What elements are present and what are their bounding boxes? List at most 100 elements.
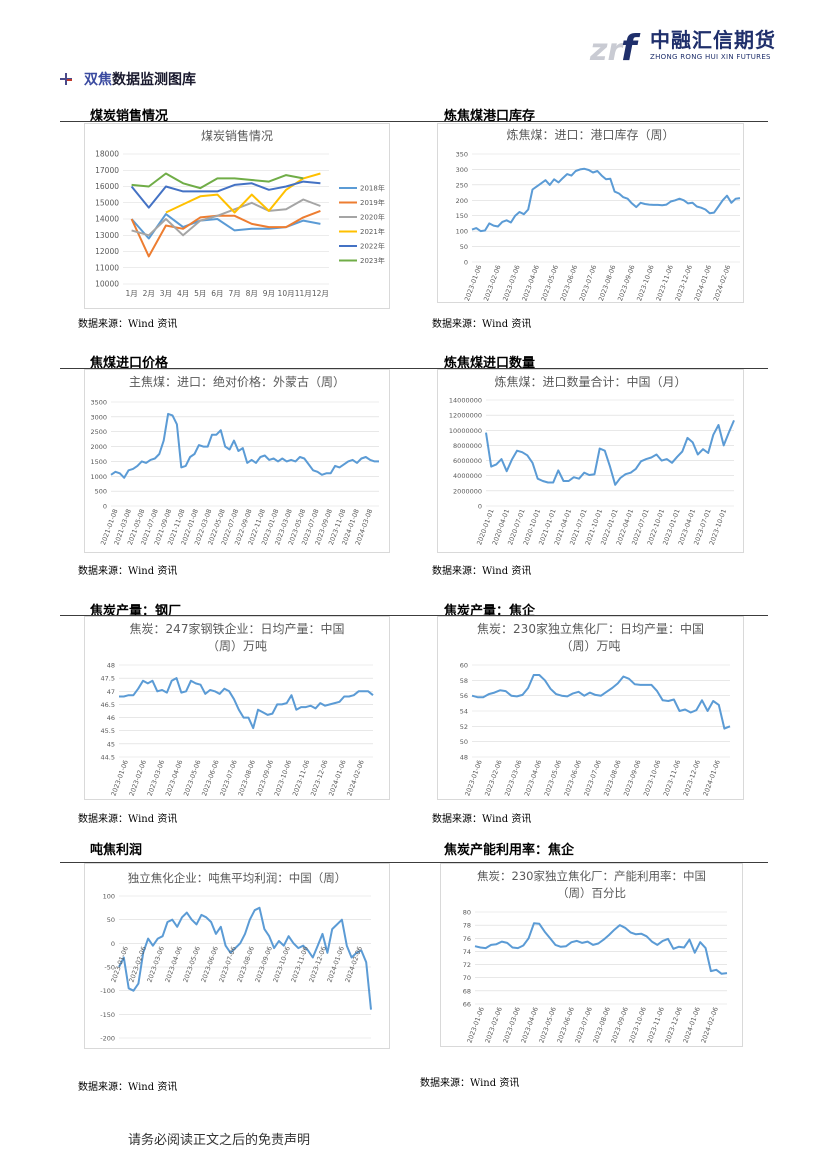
series-line-2023年 [131, 172, 304, 190]
y-tick-label: 16000 [95, 182, 119, 191]
chart-title-text: 主焦煤：进口：绝对价格：外蒙古（周） [129, 374, 345, 389]
y-tick-label: 500 [95, 488, 107, 496]
y-tick-label: 11000 [95, 263, 119, 272]
source-label: 数据来源：Wind 资讯 [78, 319, 178, 330]
y-tick-label: 56 [460, 692, 468, 700]
chart-c6: 焦炭：230家独立焦化厂：日均产量：中国 （周）万吨 48 50 52 54 56 58 60 2… [437, 616, 744, 800]
y-tick-label: 12000000 [449, 412, 482, 420]
x-tick-label: 7月 [228, 289, 240, 298]
x-tick-label: 2024-01-06 [681, 1006, 701, 1044]
chart-title-text: 煤炭销售情况 [201, 128, 273, 143]
x-tick-label: 2023-09-06 [609, 1006, 629, 1044]
x-tick-label: 9月 [263, 289, 275, 298]
y-tick-label: 18000 [95, 150, 119, 159]
y-tick-label: 150 [456, 212, 468, 220]
chart-c5: 焦炭：247家钢铁企业：日均产量：中国 （周）万吨 44.5 45 45.5 46 46.5… [84, 616, 390, 800]
y-tick-label: 68 [463, 987, 471, 995]
y-tick-label: 300 [456, 166, 468, 174]
x-tick-label: 2024-01-06 [693, 264, 713, 302]
x-tick-label: 2023-03-06 [145, 945, 165, 983]
x-tick-label: 2024-02-06 [712, 264, 732, 302]
source-label: 数据来源：Wind 资讯 [432, 566, 532, 577]
y-tick-label: 46 [107, 714, 115, 722]
chart-title-text: 炼焦煤：进口：港口库存（周） [506, 127, 674, 142]
x-tick-label: 2023-07-06 [573, 1006, 593, 1044]
x-tick-label: 2023-07-06 [578, 264, 598, 302]
x-tick-label: 2023-06-06 [200, 759, 220, 797]
source-label: 数据来源：Wind 资讯 [432, 319, 532, 330]
x-tick-label: 2023-09-06 [255, 759, 275, 797]
y-tick-label: 100 [103, 893, 115, 901]
x-tick-label: 10月 [278, 289, 295, 298]
x-tick-label: 2023-04-06 [520, 264, 540, 302]
chart-c4: 炼焦煤：进口数量合计：中国（月） 0 2000000 4000000 6000000 80… [437, 369, 744, 553]
company-logo: zr f 中融汇信期货 ZHONG RONG HUI XIN FUTURES [588, 22, 778, 66]
x-tick-label: 2月 [143, 289, 155, 298]
y-tick-label: 0 [111, 940, 115, 948]
x-tick-label: 2023-11-06 [662, 759, 682, 797]
x-tick-label: 2024-02-06 [345, 759, 365, 797]
x-tick-label: 2023-02-06 [482, 264, 502, 302]
y-tick-label: 48 [107, 662, 115, 670]
legend-label: 2018年 [360, 184, 385, 193]
chart-title-text: （周）万吨 [207, 639, 267, 653]
x-tick-label: 2023-03-06 [501, 264, 521, 302]
y-tick-label: -100 [100, 987, 115, 995]
y-tick-label: 78 [463, 922, 471, 930]
chart-c1: 煤炭销售情况 10000 11000 12000 13000 14000 15000 1600… [84, 123, 390, 309]
series-line-series-0 [471, 674, 731, 730]
x-tick-label: 2024-02-06 [699, 1006, 719, 1044]
x-tick-label: 2023-12-06 [307, 945, 327, 983]
chart-title-text: 独立焦化企业：吨焦平均利润：中国（周） [128, 871, 347, 885]
y-tick-label: 50 [460, 243, 468, 251]
x-tick-label: 2023-12-06 [682, 759, 702, 797]
chart-title-text: （周）百分比 [557, 886, 626, 900]
x-tick-label: 2023-02-06 [483, 1006, 503, 1044]
y-tick-label: -50 [104, 964, 115, 972]
x-tick-label: 2023-09-06 [622, 759, 642, 797]
y-tick-label: 1500 [90, 458, 107, 466]
x-tick-label: 2023-06-06 [555, 1006, 575, 1044]
x-tick-label: 2023-11-06 [291, 759, 311, 797]
y-tick-label: 250 [456, 181, 468, 189]
x-tick-label: 4月 [177, 289, 189, 298]
x-tick-label: 2023-08-06 [602, 759, 622, 797]
x-tick-label: 2023-05-06 [182, 759, 202, 797]
series-line-series-0 [118, 906, 372, 1010]
y-tick-label: 8000000 [453, 442, 482, 450]
y-tick-label: 48 [460, 754, 468, 762]
series-line-2022年 [130, 180, 321, 209]
series-line-2020年 [131, 198, 321, 237]
y-tick-label: 10000 [95, 280, 119, 289]
x-tick-label: 2023-05-06 [540, 264, 560, 302]
y-tick-label: 13000 [95, 231, 119, 240]
x-tick-label: 2023-11-06 [654, 264, 674, 302]
source-label: 数据来源：Wind 资讯 [78, 566, 178, 577]
y-tick-label: 3500 [90, 399, 107, 407]
y-tick-label: -150 [100, 1011, 115, 1019]
y-tick-label: 1000 [90, 473, 107, 481]
x-tick-label: 3月 [160, 289, 172, 298]
x-tick-label: 2023-06-06 [199, 945, 219, 983]
chart-title-text: （周）万吨 [560, 639, 620, 653]
divider-row1 [60, 121, 768, 122]
logo-english-name: ZHONG RONG HUI XIN FUTURES [650, 53, 771, 61]
divider-row3 [60, 615, 768, 616]
y-tick-label: 100 [456, 228, 468, 236]
section-heading: 双焦 数据监测图库 [60, 69, 196, 89]
x-tick-label: 2023-05-06 [537, 1006, 557, 1044]
x-tick-label: 2023-05-06 [543, 759, 563, 797]
chart-title-text: 焦炭：230家独立焦化厂：产能利用率：中国 [477, 869, 706, 883]
y-tick-label: 45 [107, 740, 115, 748]
y-tick-label: 10000000 [449, 427, 482, 435]
x-tick-label: 2023-08-06 [235, 945, 255, 983]
chart-title-c1: 煤炭销售情况 [90, 109, 169, 124]
x-tick-label: 2023-09-06 [616, 264, 636, 302]
x-tick-label: 2023-11-06 [645, 1006, 665, 1044]
x-tick-label: 12月 [312, 289, 329, 298]
legend-label: 2023年 [360, 256, 385, 265]
y-tick-label: 72 [463, 961, 471, 969]
series-line-series-0 [119, 677, 374, 730]
y-tick-label: 2000 [90, 443, 107, 451]
x-tick-label: 2023-06-06 [563, 759, 583, 797]
